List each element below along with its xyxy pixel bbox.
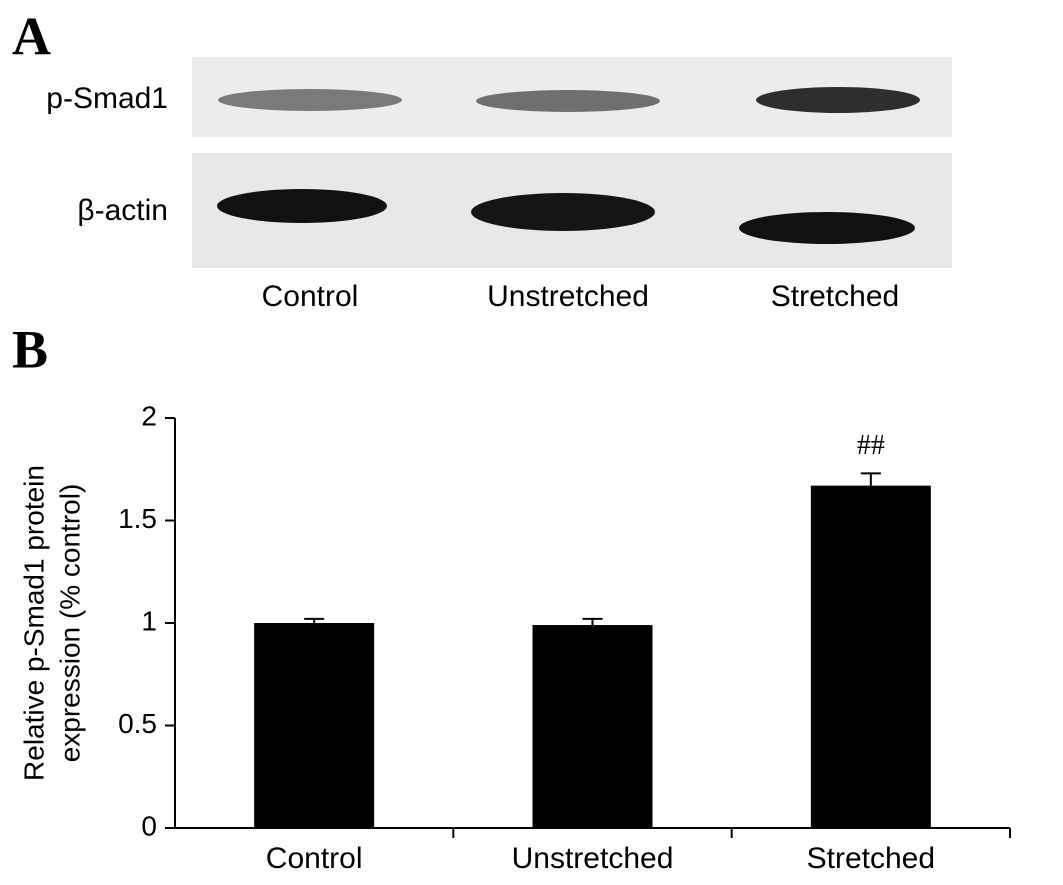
annotation: ## [857,430,885,461]
y-tick-label: 0 [141,810,157,841]
y-axis-label: Relative p-Smad1 protein [18,465,49,781]
bar [532,625,653,828]
y-axis-label: expression (% control) [54,484,85,763]
blot-band [756,87,920,113]
blot-band [739,212,915,244]
blot-band [218,89,402,111]
x-tick-label: Control [266,842,363,875]
bar [810,485,931,828]
y-tick-label: 1.5 [118,503,157,534]
x-tick-label: Unstretched [512,842,674,875]
blot [192,57,952,268]
y-tick-label: 1 [141,605,157,636]
blot-band [217,189,387,223]
y-tick-label: 0.5 [118,708,157,739]
x-tick-label: Stretched [807,842,935,875]
panel-label: B [12,319,48,379]
panel-label: A [12,6,51,66]
row-label: β-actin [77,194,168,227]
lane-label: Unstretched [487,280,649,313]
blot-band [476,90,660,112]
lane-label: Control [262,280,359,313]
bar [254,623,375,828]
lane-label: Stretched [771,280,899,313]
blot-band [471,193,655,231]
y-tick-label: 2 [141,400,157,431]
row-label: p-Smad1 [46,82,168,115]
